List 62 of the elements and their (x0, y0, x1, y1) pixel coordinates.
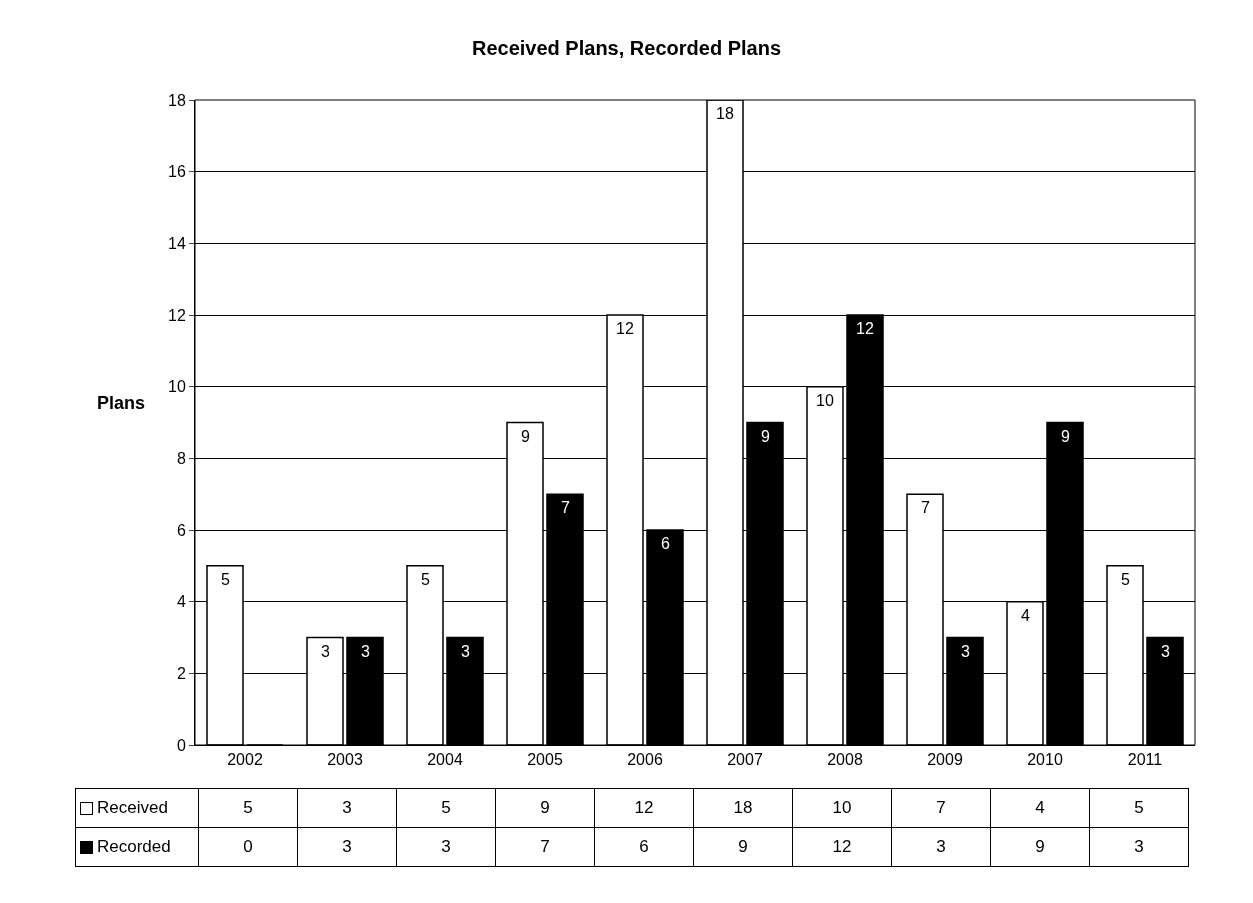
x-tick-label: 2007 (727, 751, 763, 769)
data-label: 5 (1089, 788, 1189, 828)
annotation: 3 (461, 643, 470, 660)
x-tick-label: 2010 (1027, 751, 1063, 769)
data-label: 10 (792, 788, 892, 828)
data-label: 7 (891, 788, 991, 828)
annotation: 4 (1021, 607, 1030, 624)
y-tick-label: 18 (168, 91, 186, 109)
annotation: 9 (1061, 428, 1070, 445)
data-label: 3 (891, 827, 991, 867)
x-tick-label: 2004 (427, 751, 463, 769)
data-label: 7 (495, 827, 595, 867)
data-label: 9 (495, 788, 595, 828)
annotation: 5 (1121, 571, 1130, 588)
data-label: 5 (198, 788, 298, 828)
x-tick-label: 2009 (927, 751, 963, 769)
x-tick-label: 2011 (1127, 751, 1163, 769)
x-tick-label: 2005 (527, 751, 563, 769)
y-tick-label: 8 (176, 449, 186, 467)
annotation: 12 (616, 320, 634, 337)
legend-label: Recorded (75, 827, 199, 867)
data-label: 9 (990, 827, 1090, 867)
annotation: 10 (816, 392, 834, 409)
data-label: 3 (297, 827, 397, 867)
y-tick-label: 2 (176, 664, 186, 682)
annotation: 18 (716, 105, 734, 122)
x-tick-label: 2008 (827, 751, 863, 769)
data-label: 12 (792, 827, 892, 867)
data-label: 3 (396, 827, 496, 867)
annotation: 3 (1161, 643, 1170, 660)
annotation: 5 (221, 571, 230, 588)
y-tick-label: 4 (176, 593, 186, 611)
y-tick-label: 12 (168, 306, 186, 324)
annotation: 3 (321, 643, 330, 660)
annotation: 12 (856, 320, 874, 337)
x-tick-label: 2006 (627, 751, 663, 769)
annotation: 9 (521, 428, 530, 445)
data-label: 6 (594, 827, 694, 867)
y-tick-label: 14 (168, 234, 186, 252)
annotation: 3 (961, 643, 970, 660)
data-label: 4 (990, 788, 1090, 828)
y-tick-label: 6 (176, 521, 186, 539)
data-label: 5 (396, 788, 496, 828)
data-label: 18 (693, 788, 793, 828)
y-tick-label: 16 (168, 163, 186, 181)
chart-title: Received Plans, Recorded Plans (471, 36, 782, 59)
x-tick-label: 2002 (227, 751, 263, 769)
data-label: 3 (1089, 827, 1189, 867)
data-label: 12 (594, 788, 694, 828)
annotation: 6 (661, 535, 670, 552)
y-tick-label: 0 (176, 736, 186, 754)
y-tick-label: 10 (168, 378, 186, 396)
legend-label: Received (75, 788, 199, 828)
annotation: 7 (921, 499, 930, 516)
annotation: 7 (561, 499, 570, 516)
annotation: 3 (361, 643, 370, 660)
data-label: 9 (693, 827, 793, 867)
annotation: 9 (761, 428, 770, 445)
data-label: 3 (297, 788, 397, 828)
annotation: 5 (421, 571, 430, 588)
x-tick-label: 2003 (327, 751, 363, 769)
y-axis-title: Plans (97, 393, 146, 413)
